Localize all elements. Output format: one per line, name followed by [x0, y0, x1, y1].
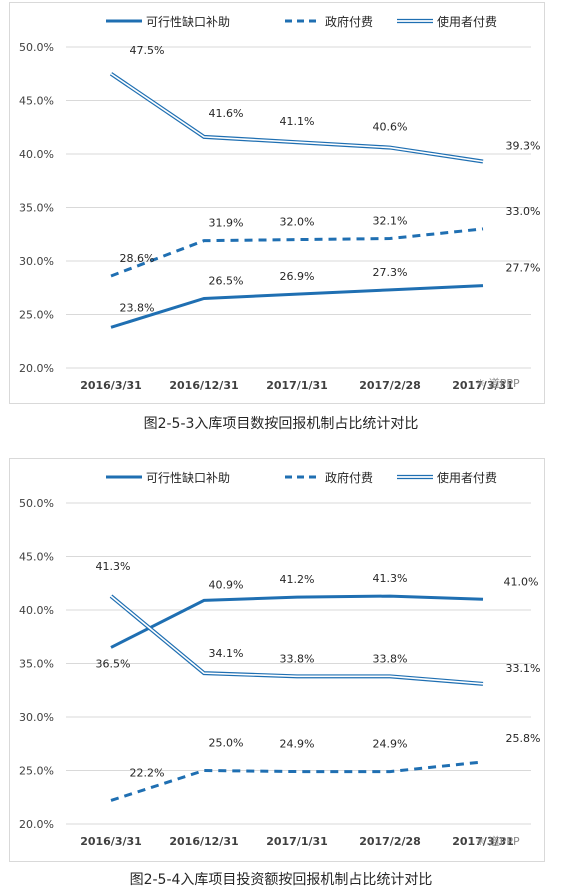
watermark-text: 道PPP [488, 835, 520, 848]
wechat-icon: ✳ [476, 377, 486, 390]
data-label: 26.5% [209, 274, 244, 287]
series-line [110, 760, 484, 802]
watermark-text: 道PPP [488, 377, 520, 390]
y-tick-label: 25.0% [19, 765, 54, 778]
data-label: 33.0% [506, 205, 541, 218]
data-label: 41.0% [504, 575, 539, 588]
watermark-1: ✳ 道PPP [476, 375, 520, 391]
data-label: 33.8% [373, 652, 408, 665]
y-tick-label: 20.0% [19, 362, 54, 375]
y-tick-label: 40.0% [19, 604, 54, 617]
legend-label: 政府付费 [325, 14, 373, 29]
y-tick-label: 30.0% [19, 255, 54, 268]
x-tick-label: 2017/1/31 [266, 835, 328, 848]
y-tick-label: 30.0% [19, 711, 54, 724]
data-label: 40.6% [373, 121, 408, 134]
data-label: 23.8% [120, 301, 155, 314]
y-tick-label: 45.0% [19, 95, 54, 108]
data-label: 24.9% [373, 738, 408, 751]
x-tick-label: 2017/3/31 [452, 835, 514, 848]
series-line-inner [110, 73, 484, 163]
data-label: 28.6% [120, 252, 155, 265]
y-tick-label: 50.0% [19, 497, 54, 510]
data-label: 32.1% [373, 215, 408, 228]
line-chart-2: 20.0% 25.0% 30.0% 35.0% 40.0% 45.0% 50.0% 2016/… [19, 470, 541, 848]
data-label: 41.3% [96, 560, 131, 573]
chart-panel-2: 20.0% 25.0% 30.0% 35.0% 40.0% 45.0% 50.0% 2016/… [9, 458, 545, 862]
x-tick-label: 2016/3/31 [80, 835, 142, 848]
x-tick-label: 2016/12/31 [169, 835, 238, 848]
data-label: 34.1% [209, 647, 244, 660]
x-tick-label: 2017/3/31 [452, 379, 514, 392]
legend-label: 使用者付费 [437, 14, 497, 29]
legend-label: 可行性缺口补助 [146, 14, 230, 29]
data-label: 25.0% [209, 737, 244, 750]
data-label: 41.3% [373, 572, 408, 585]
x-tick-label: 2017/2/28 [359, 835, 421, 848]
series-line-inner [110, 595, 484, 685]
data-label: 27.7% [506, 262, 541, 275]
wechat-icon: ✳ [476, 835, 486, 848]
data-label: 33.1% [506, 662, 541, 675]
data-label: 47.5% [130, 44, 165, 57]
data-label: 24.9% [280, 738, 315, 751]
x-tick-label: 2016/3/31 [80, 379, 142, 392]
legend-label: 政府付费 [325, 470, 373, 485]
data-label: 27.3% [373, 266, 408, 279]
series-line [109, 594, 484, 686]
data-label: 32.0% [280, 216, 315, 229]
y-tick-label: 25.0% [19, 309, 54, 322]
data-label: 41.1% [280, 115, 315, 128]
data-label: 36.5% [96, 657, 131, 670]
data-label: 25.8% [506, 732, 541, 745]
data-label: 40.9% [209, 578, 244, 591]
y-tick-label: 35.0% [19, 658, 54, 671]
watermark-2: ✳ 道PPP [476, 833, 520, 849]
y-tick-label: 40.0% [19, 148, 54, 161]
data-label: 31.9% [209, 217, 244, 230]
data-label: 26.9% [280, 270, 315, 283]
legend-label: 使用者付费 [437, 470, 497, 485]
legend-label: 可行性缺口补助 [146, 470, 230, 485]
data-label: 41.6% [209, 107, 244, 120]
y-tick-label: 20.0% [19, 818, 54, 831]
x-tick-label: 2017/1/31 [266, 379, 328, 392]
chart-panel-1: 20.0% 25.0% 30.0% 35.0% 40.0% 45.0% 50.0% 2016/… [9, 2, 545, 404]
x-tick-label: 2016/12/31 [169, 379, 238, 392]
y-tick-label: 35.0% [19, 202, 54, 215]
data-label: 33.8% [280, 652, 315, 665]
chart-caption-2: 图2-5-4入库项目投资额按回报机制占比统计对比 [129, 872, 433, 888]
data-label: 22.2% [130, 766, 165, 779]
chart-caption-1: 图2-5-3入库项目数按回报机制占比统计对比 [143, 416, 419, 432]
y-tick-label: 45.0% [19, 551, 54, 564]
data-label: 41.2% [280, 573, 315, 586]
data-label: 39.3% [506, 139, 541, 152]
line-chart-1: 20.0% 25.0% 30.0% 35.0% 40.0% 45.0% 50.0% 2016/… [19, 14, 541, 392]
y-tick-label: 50.0% [19, 41, 54, 54]
series-line [110, 284, 484, 329]
x-tick-label: 2017/2/28 [359, 379, 421, 392]
series-line [110, 594, 484, 649]
series-line [110, 227, 484, 278]
